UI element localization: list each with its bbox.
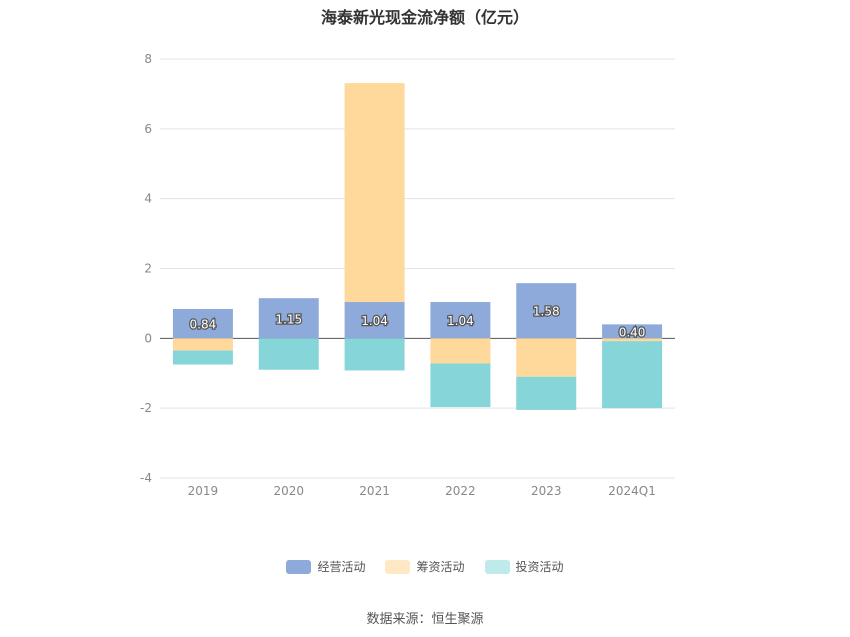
legend-label-operating: 经营活动 <box>317 560 366 574</box>
bar-investing <box>602 341 663 409</box>
legend-swatch-financing <box>385 559 411 574</box>
data-label: 1.58 <box>533 305 560 319</box>
bar-investing <box>172 350 233 365</box>
chart-legend: 经营活动 筹资活动 投资活动 <box>0 558 850 575</box>
bar-operating <box>430 302 491 339</box>
legend-label-investing: 投资活动 <box>515 560 564 574</box>
data-label: 1.04 <box>447 314 474 328</box>
data-label: 0.40 <box>619 325 646 339</box>
bar-investing <box>430 363 491 408</box>
data-label: 1.15 <box>275 312 302 326</box>
data-source: 数据来源：恒生聚源 <box>366 612 484 627</box>
legend-item-investing[interactable]: 投资活动 <box>484 558 564 575</box>
data-label: 1.04 <box>361 314 388 328</box>
y-tick-label: 8 <box>144 52 152 66</box>
x-tick-label: 2023 <box>531 484 562 498</box>
x-tick-label: 2024Q1 <box>608 484 656 498</box>
y-tick-label: 6 <box>144 122 152 136</box>
bar-operating <box>602 324 663 339</box>
y-tick-label: -2 <box>140 401 152 415</box>
data-label: 0.84 <box>190 318 217 332</box>
bar-investing <box>258 338 319 370</box>
x-tick-label: 2019 <box>188 484 219 498</box>
x-tick-label: 2022 <box>445 484 476 498</box>
bar-operating <box>258 298 319 339</box>
chart-title: 海泰新光现金流净额（亿元） <box>320 8 529 27</box>
legend-swatch-operating <box>286 559 312 574</box>
legend-swatch-investing <box>484 559 510 574</box>
bar-operating <box>516 283 577 339</box>
bar-financing <box>602 338 663 342</box>
bar-operating <box>172 309 233 339</box>
bar-investing <box>344 338 405 371</box>
y-tick-label: 4 <box>144 192 152 206</box>
y-tick-label: -4 <box>140 471 152 485</box>
legend-item-financing[interactable]: 筹资活动 <box>385 558 465 575</box>
bar-financing <box>172 338 233 351</box>
stacked-bar-chart: -4 -2 0 2 4 6 8 2019 2020 2021 2022 2023 2024Q1 0.84 1… <box>140 52 675 498</box>
bar-operating <box>344 302 405 339</box>
legend-label-financing: 筹资活动 <box>416 560 465 574</box>
bar-financing <box>430 338 491 364</box>
bar-financing <box>344 83 405 303</box>
y-tick-label: 2 <box>144 262 152 276</box>
x-tick-label: 2021 <box>359 484 390 498</box>
y-tick-label: 0 <box>144 331 152 345</box>
x-tick-label: 2020 <box>273 484 304 498</box>
legend-item-operating[interactable]: 经营活动 <box>286 558 365 575</box>
bar-investing <box>516 376 577 410</box>
bar-financing <box>516 338 577 377</box>
